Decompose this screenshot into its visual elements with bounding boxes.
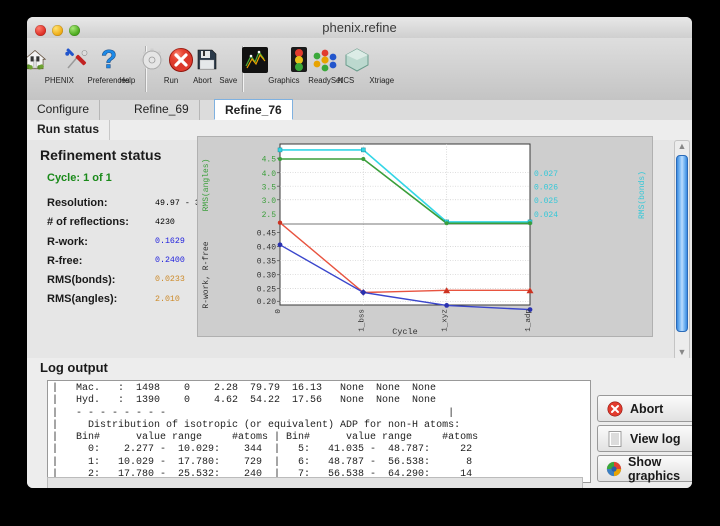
svg-text:0.40: 0.40 (257, 243, 276, 252)
svg-text:0.20: 0.20 (257, 298, 276, 307)
svg-text:R-work, R-free: R-work, R-free (202, 241, 211, 308)
svg-text:?: ? (101, 44, 117, 74)
svg-text:2.5: 2.5 (262, 211, 277, 220)
svg-text:0.024: 0.024 (534, 211, 558, 220)
svg-text:0.025: 0.025 (534, 197, 558, 206)
svg-text:3.0: 3.0 (262, 197, 277, 206)
svg-text:0.026: 0.026 (534, 183, 558, 192)
svg-text:Cycle: Cycle (392, 327, 418, 337)
svg-text:3.5: 3.5 (262, 183, 277, 192)
svg-text:1_adp: 1_adp (525, 309, 533, 332)
svg-text:0.30: 0.30 (257, 272, 276, 281)
svg-text:4.0: 4.0 (262, 170, 277, 179)
svg-text:RMS(angles): RMS(angles) (202, 159, 211, 212)
svg-text:0.027: 0.027 (534, 170, 558, 179)
svg-text:1_xyz: 1_xyz (442, 309, 450, 332)
svg-text:0.25: 0.25 (257, 285, 276, 294)
svg-text:4.5: 4.5 (262, 156, 277, 165)
svg-text:0.45: 0.45 (257, 229, 276, 238)
svg-text:RMS(bonds): RMS(bonds) (638, 171, 647, 219)
svg-text:1_bss: 1_bss (358, 309, 366, 332)
svg-text:0: 0 (275, 309, 283, 314)
svg-text:0.35: 0.35 (257, 258, 276, 267)
